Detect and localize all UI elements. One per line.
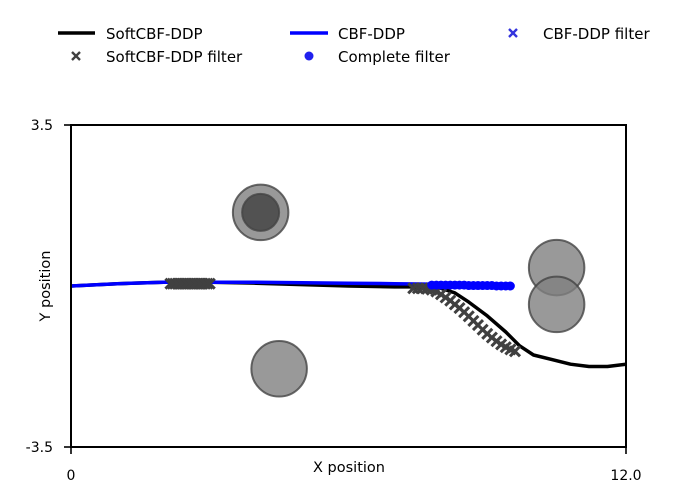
- obstacle-1: [241, 192, 281, 232]
- legend-entry-complete-filter: Complete filter: [304, 48, 451, 66]
- legend-entry-cbf-ddp-filter: CBF-DDP filter: [508, 25, 650, 43]
- obstacle-3: [527, 275, 586, 334]
- marker-softcbf-ddp-filter-40: [508, 345, 522, 358]
- legend-label-softcbf-ddp-filter: SoftCBF-DDP filter: [106, 48, 243, 66]
- marker-complete-filter-17: [505, 281, 515, 291]
- x-axis-label: X position: [313, 460, 385, 476]
- y-tick-label-1: -3.5: [26, 440, 53, 456]
- legend-marker-complete-filter: [304, 51, 314, 61]
- marker-softcbf-ddp-filter-17: [203, 277, 216, 290]
- legend-marker-softcbf-ddp-filter: [71, 51, 81, 61]
- y-axis-label: Y position: [38, 251, 54, 323]
- legend-label-softcbf-ddp: SoftCBF-DDP: [106, 25, 203, 43]
- legend-entry-softcbf-ddp-filter: SoftCBF-DDP filter: [71, 48, 243, 66]
- obstacle-4: [250, 340, 308, 398]
- marker-softcbf-ddp-filter-16: [201, 277, 214, 290]
- x-tick-label-0: 0: [67, 468, 76, 484]
- y-tick-label-0: 3.5: [31, 118, 53, 134]
- legend-entry-softcbf-ddp: SoftCBF-DDP: [58, 25, 203, 43]
- legend-label-cbf-ddp: CBF-DDP: [338, 25, 405, 43]
- legend-entry-cbf-ddp: CBF-DDP: [290, 25, 405, 43]
- x-tick-label-1: 12.0: [610, 468, 641, 484]
- plot-area: [71, 125, 626, 447]
- axes-frame: [70, 124, 627, 448]
- legend: SoftCBF-DDP CBF-DDP CBF-DDP filter SoftC…: [58, 25, 650, 66]
- legend-label-complete-filter: Complete filter: [338, 48, 451, 66]
- legend-marker-cbf-ddp-filter: [508, 28, 518, 38]
- legend-label-cbf-ddp-filter: CBF-DDP filter: [543, 25, 650, 43]
